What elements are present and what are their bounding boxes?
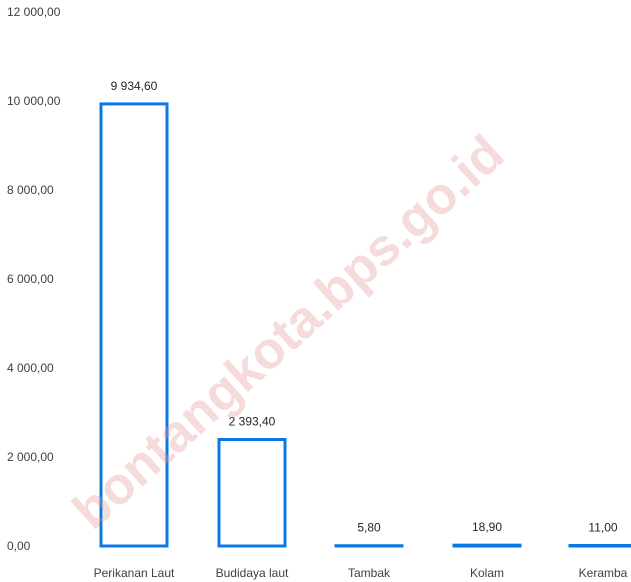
y-axis: 0,00 2 000,00 4 000,00 6 000,00 8 000,00 10 0… xyxy=(7,5,61,553)
y-tick-label: 10 000,00 xyxy=(7,94,61,108)
y-tick-label: 8 000,00 xyxy=(7,183,54,197)
data-label: 2 393,40 xyxy=(229,414,276,428)
x-tick-label: Perikanan Laut xyxy=(94,566,175,580)
bars xyxy=(99,102,631,548)
data-labels: 9 934,60 2 393,40 5,80 18,90 11,00 xyxy=(111,79,618,535)
y-tick-label: 12 000,00 xyxy=(7,5,61,19)
data-label: 18,90 xyxy=(472,520,502,534)
y-tick-label: 6 000,00 xyxy=(7,272,54,286)
x-tick-label: Budidaya laut xyxy=(216,566,289,580)
data-label: 9 934,60 xyxy=(111,79,158,93)
x-tick-label: Tambak xyxy=(348,566,391,580)
x-axis: Perikanan Laut Budidaya laut Tambak Kolam Ke… xyxy=(94,566,628,580)
bar xyxy=(217,437,287,548)
bar xyxy=(452,543,522,548)
y-tick-label: 2 000,00 xyxy=(7,450,54,464)
x-tick-label: Kolam xyxy=(470,566,504,580)
y-tick-label: 4 000,00 xyxy=(7,361,54,375)
data-label: 11,00 xyxy=(588,521,617,535)
y-tick-label: 0,00 xyxy=(7,539,31,553)
data-label: 5,80 xyxy=(357,521,381,535)
x-tick-label: Keramba xyxy=(579,566,628,580)
bar xyxy=(99,102,169,548)
